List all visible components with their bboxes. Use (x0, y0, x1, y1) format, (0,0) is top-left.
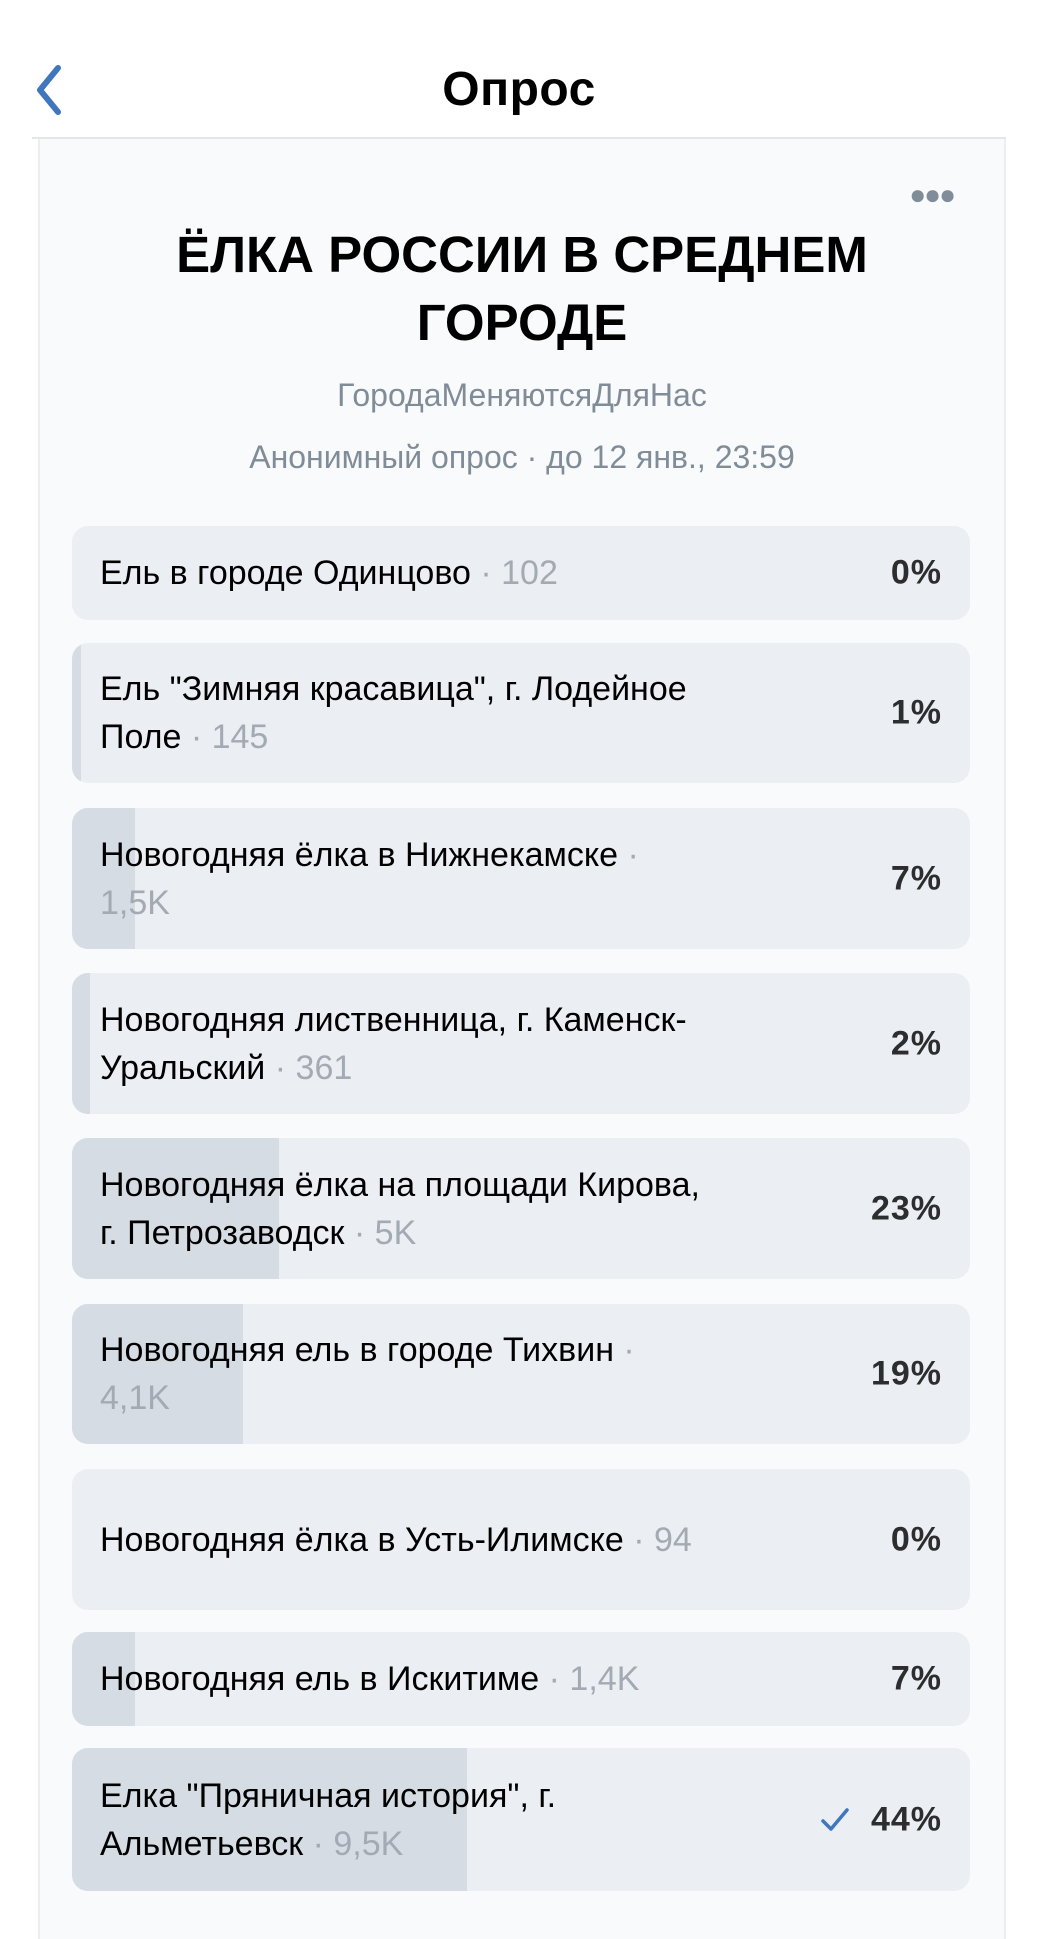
divider (32, 137, 1006, 139)
option-percent: 44% (870, 1800, 942, 1838)
poll-title: ЁЛКА РОССИИ В СРЕДНЕМ ГОРОДЕ (176, 226, 868, 351)
back-button[interactable] (30, 62, 70, 118)
option-label: Новогодняя ёлка в Нижнекамске (100, 835, 619, 874)
option-text: Новогодняя лиственница, г. Каменск-Ураль… (100, 996, 700, 1092)
option-count: · 1,5K (100, 835, 639, 922)
option-text: Новогодняя ёлка в Усть-Илимске · 94 (100, 1516, 700, 1564)
option-text: Елка "Пряничная история", г. Альметьевск… (100, 1772, 700, 1868)
page-title: Опрос (442, 63, 596, 116)
option-percent: 1% (890, 693, 942, 732)
poll-meta: Анонимный опрос · до 12 янв., 23:59 (249, 439, 795, 475)
option-label: Ель в городе Одинцово (100, 554, 471, 592)
option-count: · 94 (633, 1520, 692, 1559)
poll-option[interactable]: Елка "Пряничная история", г. Альметьевск… (72, 1748, 970, 1891)
option-label: Новогодняя ёлка на площади Кирова, г. Пе… (100, 1165, 700, 1252)
option-text: Новогодняя ёлка в Нижнекамске · 1,5K (100, 831, 700, 927)
option-text: Новогодняя ель в Искитиме · 1,4K (100, 1655, 700, 1703)
option-label: Новогодняя ель в Искитиме (100, 1660, 540, 1698)
option-percent: 0% (890, 553, 942, 592)
poll-option[interactable]: Новогодняя ёлка в Усть-Илимске · 94 0% (72, 1469, 970, 1610)
result-bar (72, 1748, 468, 1891)
result-bar (72, 1304, 243, 1444)
option-count: · 102 (480, 554, 558, 592)
option-label: Елка "Пряничная история", г. Альметьевск (100, 1776, 557, 1863)
result-bar (72, 973, 90, 1114)
option-percent: 23% (870, 1189, 942, 1227)
option-label: Новогодняя лиственница, г. Каменск-Ураль… (100, 1000, 687, 1087)
option-count: · 9,5K (312, 1824, 404, 1863)
result-bar (72, 1138, 279, 1279)
nav-header: Опрос (0, 0, 1038, 138)
result-bar (72, 1632, 135, 1726)
poll-card: ●●● ЁЛКА РОССИИ В СРЕДНЕМ ГОРОДЕ ГородаМ… (38, 139, 1006, 1939)
option-count: · 145 (190, 718, 269, 756)
more-icon[interactable]: ●●● (909, 179, 956, 210)
check-icon (821, 1807, 849, 1831)
option-percent: 19% (870, 1354, 942, 1393)
option-text: Ель "Зимняя красавица", г. Лодейное Поле… (100, 665, 700, 761)
poll-option[interactable]: Ель "Зимняя красавица", г. Лодейное Поле… (72, 643, 970, 783)
result-bar (72, 643, 81, 783)
poll-option[interactable]: Новогодняя ель в городе Тихвин · 4,1K 19… (72, 1304, 970, 1444)
option-text: Новогодняя ёлка на площади Кирова, г. Пе… (100, 1161, 700, 1257)
option-percent: 7% (890, 859, 942, 897)
option-count: · 1,4K (548, 1660, 640, 1698)
option-count: · 361 (274, 1048, 353, 1087)
option-text: Ель в городе Одинцово · 102 (100, 549, 700, 597)
poll-option[interactable]: Новогодняя лиственница, г. Каменск-Ураль… (72, 973, 970, 1114)
option-label: Новогодняя ёлка в Усть-Илимске (100, 1520, 624, 1559)
poll-option[interactable]: Ель в городе Одинцово · 102 0% (72, 526, 970, 620)
poll-author[interactable]: ГородаМеняютсяДляНас (337, 377, 707, 413)
option-percent: 2% (890, 1024, 942, 1062)
poll-option[interactable]: Новогодняя ёлка в Нижнекамске · 1,5K 7% (72, 808, 970, 949)
result-bar (72, 808, 135, 949)
option-label: Ель "Зимняя красавица", г. Лодейное Поле (100, 670, 687, 756)
option-count: · 4,1K (100, 1331, 635, 1417)
chevron-left-icon (37, 65, 61, 115)
option-text: Новогодняя ель в городе Тихвин · 4,1K (100, 1326, 700, 1422)
poll-option[interactable]: Новогодняя ель в Искитиме · 1,4K 7% (72, 1632, 970, 1726)
option-count: · 5K (353, 1213, 417, 1252)
option-percent: 0% (890, 1520, 942, 1558)
poll-option[interactable]: Новогодняя ёлка на площади Кирова, г. Пе… (72, 1138, 970, 1279)
option-label: Новогодняя ель в городе Тихвин (100, 1331, 614, 1369)
option-percent: 7% (890, 1659, 942, 1698)
